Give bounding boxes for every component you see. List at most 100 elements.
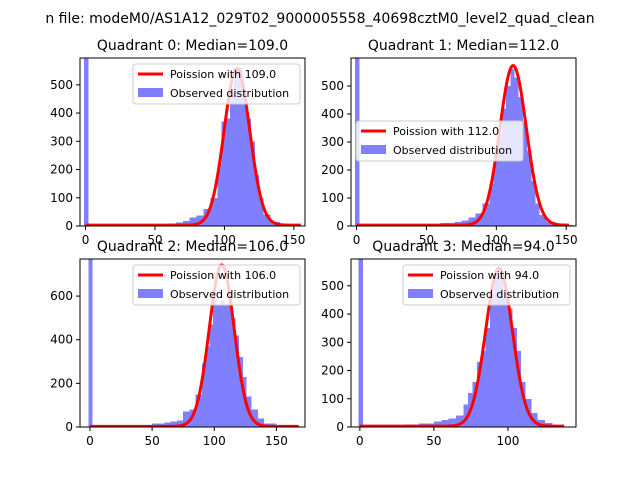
legend-hist-swatch — [408, 289, 433, 298]
y-tick-label: 100 — [50, 191, 73, 205]
histogram-bar — [201, 363, 206, 427]
histogram-bar — [213, 291, 217, 427]
x-tick-label: 0 — [353, 233, 361, 247]
y-tick-label: 400 — [321, 107, 344, 121]
x-tick-label: 150 — [282, 233, 305, 247]
histogram-bar — [210, 197, 218, 226]
legend-label-poisson: Poission with 106.0 — [170, 269, 276, 282]
histogram-bar — [88, 259, 93, 427]
histogram-bar — [234, 67, 239, 226]
histogram-bar — [238, 67, 243, 226]
legend-hist-swatch — [361, 145, 386, 154]
legend: Poission with 112.0 Observed distribution — [355, 120, 524, 162]
y-tick-label: 400 — [50, 333, 73, 347]
histogram-bar — [512, 328, 517, 427]
legend-label-observed: Observed distribution — [170, 288, 289, 301]
histogram-bar — [522, 122, 528, 226]
subplot-quadrant-0: 0 50 100 150 0 100 200 300 400 500 Quadrant 0: Med… — [50, 38, 306, 247]
histogram-bar — [250, 141, 255, 226]
histogram-bar — [456, 415, 464, 427]
x-tick-label: 150 — [555, 233, 578, 247]
y-tick-label: 600 — [50, 289, 73, 303]
y-tick-label: 0 — [65, 219, 73, 233]
subplot-quadrant-3: 0 50 100 0 100 200 300 400 500 Quadrant 3: Median… — [321, 239, 577, 448]
y-tick-label: 400 — [50, 106, 73, 120]
histogram-bar — [493, 161, 498, 226]
x-tick-label: 100 — [485, 233, 508, 247]
subplot-quadrant-1: 0 50 100 150 0 100 200 300 400 500 Quadrant 1: Med… — [321, 38, 578, 247]
y-tick-label: 200 — [50, 163, 73, 177]
histogram-bar — [489, 184, 494, 226]
histogram-bar — [497, 133, 502, 226]
histogram-bar — [537, 419, 545, 427]
histogram-bar — [246, 118, 251, 226]
histogram-bar — [518, 97, 523, 226]
legend-hist-swatch — [138, 88, 163, 97]
histogram-bar — [176, 420, 184, 427]
legend: Poission with 109.0 Observed distribution — [132, 63, 301, 105]
legend: Poission with 94.0 Observed distribution — [402, 264, 571, 306]
histogram-bar — [468, 217, 476, 226]
subplot-title: Quadrant 1: Median=112.0 — [368, 38, 559, 54]
histogram-bar — [463, 404, 468, 427]
x-tick-label: 0 — [86, 434, 94, 448]
histogram-bar — [230, 93, 235, 226]
plot-area — [88, 259, 300, 427]
histogram-bar — [531, 181, 536, 226]
y-tick-label: 500 — [50, 78, 73, 92]
plot-area — [358, 259, 565, 427]
histogram-bar — [182, 220, 190, 226]
histogram-bar — [499, 274, 504, 427]
histogram-bar — [485, 328, 491, 427]
axes-frame — [79, 57, 306, 227]
histogram-bar — [257, 418, 264, 427]
histogram-bar — [255, 175, 260, 226]
x-tick-label: 100 — [213, 233, 236, 247]
subplot-title: Quadrant 3: Median=94.0 — [372, 239, 554, 255]
histogram-bar — [231, 317, 236, 427]
histogram-bar — [170, 421, 177, 427]
histogram-bar — [221, 121, 226, 226]
histogram-bar — [251, 409, 258, 427]
histogram-bar — [239, 357, 243, 427]
x-tick-label: 50 — [419, 233, 434, 247]
legend-hist-swatch — [138, 289, 163, 298]
histogram-bar — [503, 297, 508, 427]
legend-box — [132, 264, 301, 306]
histogram-bar — [433, 421, 442, 427]
subplot-title: Quadrant 0: Median=109.0 — [97, 38, 288, 54]
x-tick-label: 50 — [426, 434, 441, 448]
y-tick-label: 100 — [321, 191, 344, 205]
y-tick-label: 200 — [50, 376, 73, 390]
legend-label-poisson: Poission with 109.0 — [170, 68, 276, 81]
y-tick-label: 200 — [321, 364, 344, 378]
legend-box — [132, 63, 301, 105]
y-tick-label: 500 — [321, 279, 344, 293]
histogram-bar — [539, 214, 547, 226]
histogram-bar — [164, 422, 171, 427]
histogram-bar — [196, 215, 204, 226]
histogram-bar — [527, 150, 532, 226]
histogram-bar — [220, 300, 225, 427]
histogram-bar — [242, 96, 247, 226]
axes-frame — [79, 258, 306, 428]
plot-area — [84, 58, 302, 226]
x-tick-label: 100 — [203, 434, 226, 448]
y-tick-label: 300 — [321, 135, 344, 149]
histogram-bar — [476, 362, 482, 427]
histogram-bar — [209, 324, 214, 427]
y-tick-label: 0 — [336, 420, 344, 434]
y-tick-label: 0 — [336, 219, 344, 233]
histogram-bar — [216, 304, 221, 427]
histogram-bar — [448, 418, 457, 427]
histogram-bar — [195, 394, 202, 427]
histogram-bar — [441, 419, 449, 427]
x-tick-label: 100 — [496, 434, 519, 448]
y-tick-label: 500 — [321, 79, 344, 93]
axes-frame — [350, 258, 577, 428]
histogram-bar — [224, 304, 228, 427]
histogram-bar — [501, 108, 507, 226]
x-tick-label: 50 — [147, 233, 162, 247]
poisson-line — [84, 66, 302, 226]
